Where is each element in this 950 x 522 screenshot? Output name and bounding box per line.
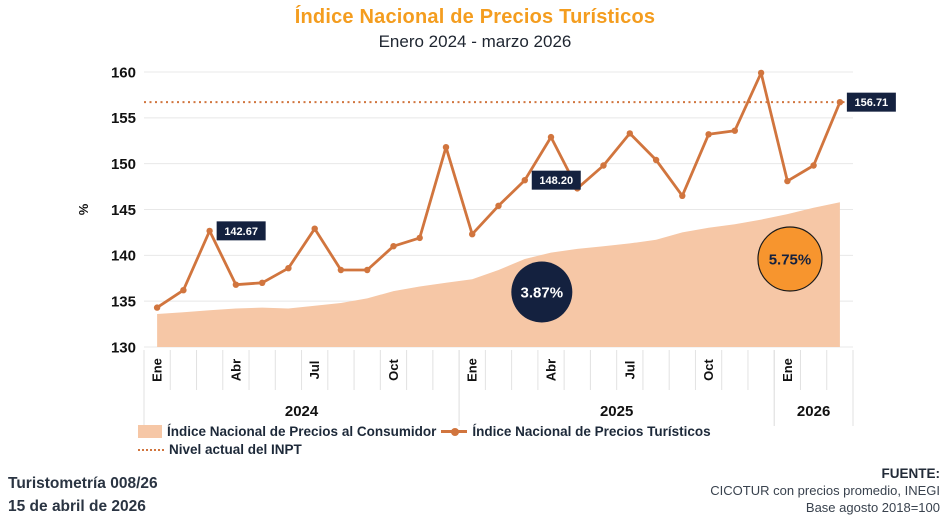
line-swatch-icon	[441, 427, 468, 436]
annotation-circle	[757, 226, 823, 292]
source-title: FUENTE:	[881, 466, 941, 481]
source-line2: Base agosto 2018=100	[805, 500, 940, 515]
source-line1: CICOTUR con precios promedio, INEGI	[710, 483, 940, 498]
y-tick-label: 150	[111, 156, 136, 173]
chart-canvas: 130 135 140 145 150 155 160% 3.87% 5.75% 142.67 14…	[76, 64, 896, 426]
area-series-inpc	[157, 202, 840, 347]
data-point-marker	[626, 130, 633, 137]
x-tick-label: Ene	[780, 358, 795, 382]
data-point-marker	[652, 156, 660, 164]
data-point-marker	[416, 234, 423, 242]
legend: Índice Nacional de Precios al Consumidor…	[138, 424, 711, 457]
x-tick-label: Abr	[544, 359, 559, 381]
report-date: 15 de abril de 2026	[8, 498, 146, 515]
data-point-marker	[180, 287, 187, 294]
data-point-marker	[206, 227, 213, 235]
legend-item-inpt: Índice Nacional de Precios Turísticos	[441, 424, 711, 439]
area-swatch-icon	[138, 425, 162, 438]
data-label-text: 142.67	[224, 226, 258, 238]
y-tick-label: 155	[111, 110, 136, 127]
chart-subtitle: Enero 2024 - marzo 2026	[378, 32, 572, 51]
year-label: 2025	[600, 403, 633, 420]
year-label: 2026	[797, 403, 830, 420]
y-tick-label: 130	[111, 339, 136, 356]
data-point-marker	[311, 225, 318, 232]
data-point-marker	[784, 177, 791, 185]
data-point-marker	[679, 192, 686, 199]
data-point-marker	[259, 279, 266, 286]
legend-item-nivel: Nivel actual del INPT	[138, 442, 302, 457]
data-point-marker	[810, 162, 817, 169]
y-axis-label: %	[76, 203, 91, 215]
legend-label-inpt: Índice Nacional de Precios Turísticos	[472, 424, 711, 439]
data-point-marker	[364, 266, 371, 274]
y-tick-label: 160	[111, 64, 136, 81]
data-point-marker	[153, 304, 161, 311]
report-number: Turistometría 008/26	[8, 475, 158, 492]
data-point-marker	[521, 177, 528, 184]
data-point-marker	[731, 127, 738, 134]
x-tick-label: Oct	[701, 358, 716, 380]
data-label-text: 148.20	[539, 175, 573, 187]
legend-label-nivel: Nivel actual del INPT	[169, 442, 302, 457]
data-label-box	[846, 92, 896, 112]
data-point-marker	[757, 69, 765, 77]
y-tick-label: 145	[111, 202, 136, 219]
x-tick-label: Ene	[465, 358, 480, 382]
data-label-text: 156.71	[855, 97, 889, 109]
data-point-marker	[705, 131, 712, 138]
data-point-marker	[469, 231, 476, 238]
report-info: Turistometría 008/26 15 de abril de 2026	[8, 472, 158, 518]
data-point-marker	[337, 266, 345, 274]
x-tick-label: Oct	[386, 358, 401, 380]
data-point-marker	[547, 133, 555, 141]
data-point-marker	[285, 265, 292, 272]
data-point-marker	[836, 99, 844, 106]
chart-header: Índice Nacional de Precios Turísticos En…	[0, 6, 950, 52]
x-tick-label: Ene	[150, 358, 165, 382]
chart-title: Índice Nacional de Precios Turísticos	[294, 6, 656, 28]
annotation-text: 3.87%	[521, 284, 564, 301]
data-point-marker	[390, 243, 397, 250]
annotation-circle	[511, 261, 573, 323]
data-point-marker	[495, 202, 502, 209]
data-label-box	[216, 221, 266, 241]
dotted-line-swatch-icon	[138, 448, 164, 451]
x-tick-label: Jul	[622, 361, 637, 380]
data-point-marker	[600, 162, 607, 169]
y-tick-label: 135	[111, 293, 136, 310]
source-info: FUENTE: CICOTUR con precios promedio, IN…	[710, 465, 940, 516]
legend-label-inpc: Índice Nacional de Precios al Consumidor	[167, 424, 437, 439]
annotation-text: 5.75%	[769, 251, 812, 268]
legend-item-inpc: Índice Nacional de Precios al Consumidor	[138, 424, 436, 439]
data-point-marker	[232, 281, 240, 288]
x-tick-label: Jul	[307, 361, 322, 380]
y-tick-label: 140	[111, 248, 136, 265]
data-point-marker	[442, 144, 450, 151]
year-label: 2024	[285, 403, 319, 420]
data-label-box	[531, 170, 581, 190]
x-tick-label: Abr	[228, 359, 243, 381]
